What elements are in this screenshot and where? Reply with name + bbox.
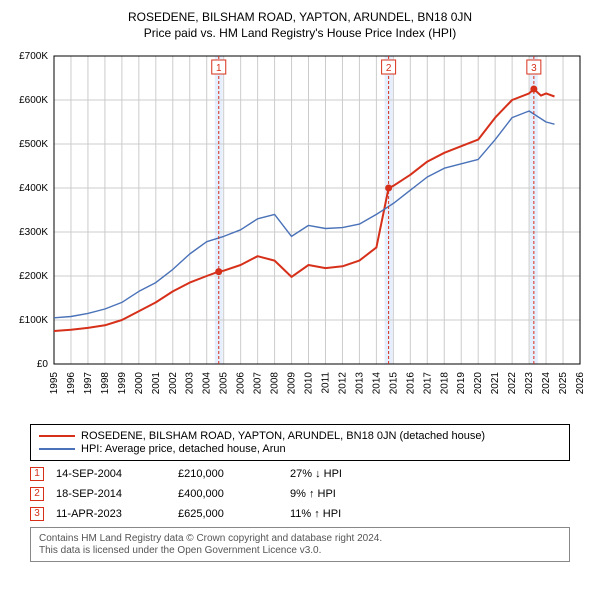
event-delta-1: 27% ↓ HPI xyxy=(290,468,410,480)
legend-row-hpi: HPI: Average price, detached house, Arun xyxy=(39,443,561,455)
svg-text:2025: 2025 xyxy=(558,372,569,395)
svg-text:£100K: £100K xyxy=(19,315,48,326)
svg-text:1997: 1997 xyxy=(83,372,94,395)
event-marker-2: 2 xyxy=(30,487,44,501)
legend: ROSEDENE, BILSHAM ROAD, YAPTON, ARUNDEL,… xyxy=(30,424,570,461)
svg-text:2014: 2014 xyxy=(371,372,382,395)
footer-line-1: Contains HM Land Registry data © Crown c… xyxy=(39,533,561,544)
svg-text:1996: 1996 xyxy=(66,372,77,395)
svg-text:£700K: £700K xyxy=(19,51,48,62)
event-marker-3: 3 xyxy=(30,507,44,521)
svg-text:2000: 2000 xyxy=(134,372,145,395)
svg-text:£200K: £200K xyxy=(19,271,48,282)
svg-text:1995: 1995 xyxy=(49,372,60,395)
svg-text:1999: 1999 xyxy=(117,372,128,395)
svg-text:£300K: £300K xyxy=(19,227,48,238)
legend-label-hpi: HPI: Average price, detached house, Arun xyxy=(81,443,286,455)
svg-text:2026: 2026 xyxy=(575,372,586,395)
event-price-2: £400,000 xyxy=(178,488,278,500)
event-delta-2: 9% ↑ HPI xyxy=(290,488,410,500)
legend-swatch-rosedene xyxy=(39,435,75,437)
svg-text:2019: 2019 xyxy=(456,372,467,395)
svg-text:2011: 2011 xyxy=(320,372,331,394)
svg-text:1998: 1998 xyxy=(100,372,111,395)
svg-text:2022: 2022 xyxy=(507,372,518,395)
event-row-2: 2 18-SEP-2014 £400,000 9% ↑ HPI xyxy=(30,487,570,501)
svg-text:£500K: £500K xyxy=(19,139,48,150)
svg-text:2017: 2017 xyxy=(422,372,433,395)
svg-text:2012: 2012 xyxy=(337,372,348,395)
events-table: 1 14-SEP-2004 £210,000 27% ↓ HPI 2 18-SE… xyxy=(30,467,570,521)
svg-text:2008: 2008 xyxy=(270,372,281,395)
footer: Contains HM Land Registry data © Crown c… xyxy=(30,527,570,562)
event-price-1: £210,000 xyxy=(178,468,278,480)
event-date-3: 11-APR-2023 xyxy=(56,508,166,520)
svg-text:£0: £0 xyxy=(37,359,49,370)
event-marker-1: 1 xyxy=(30,467,44,481)
event-date-1: 14-SEP-2004 xyxy=(56,468,166,480)
line-chart: £0 £100K £200K £300K £400K £500K £600K £700K 199… xyxy=(10,48,590,418)
svg-text:2006: 2006 xyxy=(236,372,247,395)
event-date-2: 18-SEP-2014 xyxy=(56,488,166,500)
svg-text:2002: 2002 xyxy=(168,372,179,395)
svg-text:2024: 2024 xyxy=(541,372,552,395)
svg-text:2015: 2015 xyxy=(388,372,399,395)
legend-label-rosedene: ROSEDENE, BILSHAM ROAD, YAPTON, ARUNDEL,… xyxy=(81,430,485,442)
svg-text:2007: 2007 xyxy=(253,372,264,395)
svg-text:2009: 2009 xyxy=(287,372,298,395)
svg-text:2005: 2005 xyxy=(219,372,230,395)
event-price-3: £625,000 xyxy=(178,508,278,520)
svg-text:2016: 2016 xyxy=(405,372,416,395)
svg-text:2010: 2010 xyxy=(304,372,315,395)
svg-text:3: 3 xyxy=(531,63,537,74)
chart-container: ROSEDENE, BILSHAM ROAD, YAPTON, ARUNDEL,… xyxy=(0,0,600,568)
legend-row-rosedene: ROSEDENE, BILSHAM ROAD, YAPTON, ARUNDEL,… xyxy=(39,430,561,442)
svg-text:2021: 2021 xyxy=(490,372,501,395)
event-row-1: 1 14-SEP-2004 £210,000 27% ↓ HPI xyxy=(30,467,570,481)
svg-text:1: 1 xyxy=(216,63,222,74)
svg-text:2020: 2020 xyxy=(473,372,484,395)
legend-swatch-hpi xyxy=(39,448,75,450)
event-delta-3: 11% ↑ HPI xyxy=(290,508,410,520)
chart-title: ROSEDENE, BILSHAM ROAD, YAPTON, ARUNDEL,… xyxy=(10,10,590,24)
svg-text:2013: 2013 xyxy=(354,372,365,395)
svg-text:2023: 2023 xyxy=(524,372,535,395)
event-row-3: 3 11-APR-2023 £625,000 11% ↑ HPI xyxy=(30,507,570,521)
svg-text:2018: 2018 xyxy=(439,372,450,395)
svg-text:2004: 2004 xyxy=(202,372,213,395)
svg-text:£400K: £400K xyxy=(19,183,48,194)
svg-text:2003: 2003 xyxy=(185,372,196,395)
svg-text:£600K: £600K xyxy=(19,95,48,106)
chart-subtitle: Price paid vs. HM Land Registry's House … xyxy=(10,26,590,40)
footer-line-2: This data is licensed under the Open Gov… xyxy=(39,545,561,556)
svg-text:2001: 2001 xyxy=(151,372,162,395)
chart-plot: £0 £100K £200K £300K £400K £500K £600K £700K 199… xyxy=(10,48,590,418)
svg-text:2: 2 xyxy=(386,63,392,74)
